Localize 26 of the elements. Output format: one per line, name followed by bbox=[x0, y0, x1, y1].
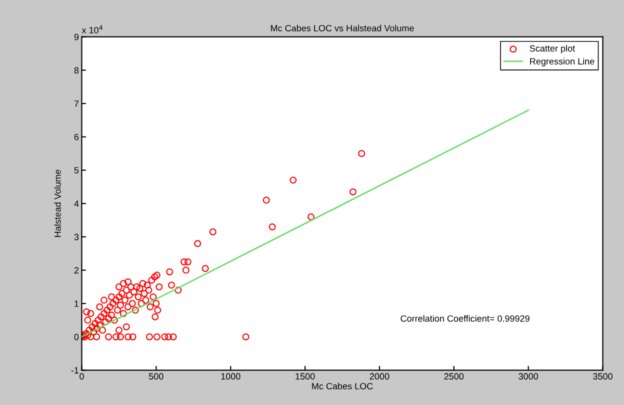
x-tick-label: 3000 bbox=[518, 373, 538, 380]
y-tick-label: 3 bbox=[74, 234, 79, 240]
annotation: Correlation Coefficient= 0.99929 bbox=[400, 315, 530, 322]
y-tick-label: 7 bbox=[74, 100, 79, 107]
x-axis-title: Mc Cabes LOC bbox=[312, 382, 373, 390]
y-tick-label: 4 bbox=[74, 200, 79, 207]
y-tick-label: 9 bbox=[74, 34, 79, 40]
x-tick-label: 500 bbox=[149, 373, 164, 380]
text: x 10$^{4}$ bbox=[82, 25, 103, 34]
y-tick-label: 5 bbox=[74, 167, 79, 174]
y-tick-label: 0 bbox=[74, 334, 79, 340]
x-tick-label: 1500 bbox=[296, 373, 315, 380]
x-tick-label: 0 bbox=[80, 373, 84, 380]
y-tick-label: 8 bbox=[74, 67, 79, 74]
x-tick-label: 2500 bbox=[444, 373, 464, 380]
x-tick-label: 1000 bbox=[221, 373, 240, 380]
y-tick-label: 1 bbox=[74, 300, 79, 307]
y-axis-title: Halstead Volume bbox=[54, 170, 61, 237]
y-tick-label: -1 bbox=[71, 367, 79, 374]
legend-label: Scatter plot bbox=[530, 44, 576, 54]
legend-label: Regression Line bbox=[530, 58, 594, 66]
x-tick-label: 3500 bbox=[593, 373, 612, 380]
y-tick-label: 6 bbox=[74, 134, 79, 140]
y-tick-label: 2 bbox=[74, 267, 79, 274]
x-tick-label: 2000 bbox=[370, 373, 390, 380]
chart-title: Mc Cabes LOC vs Halstead Volume bbox=[271, 24, 414, 32]
